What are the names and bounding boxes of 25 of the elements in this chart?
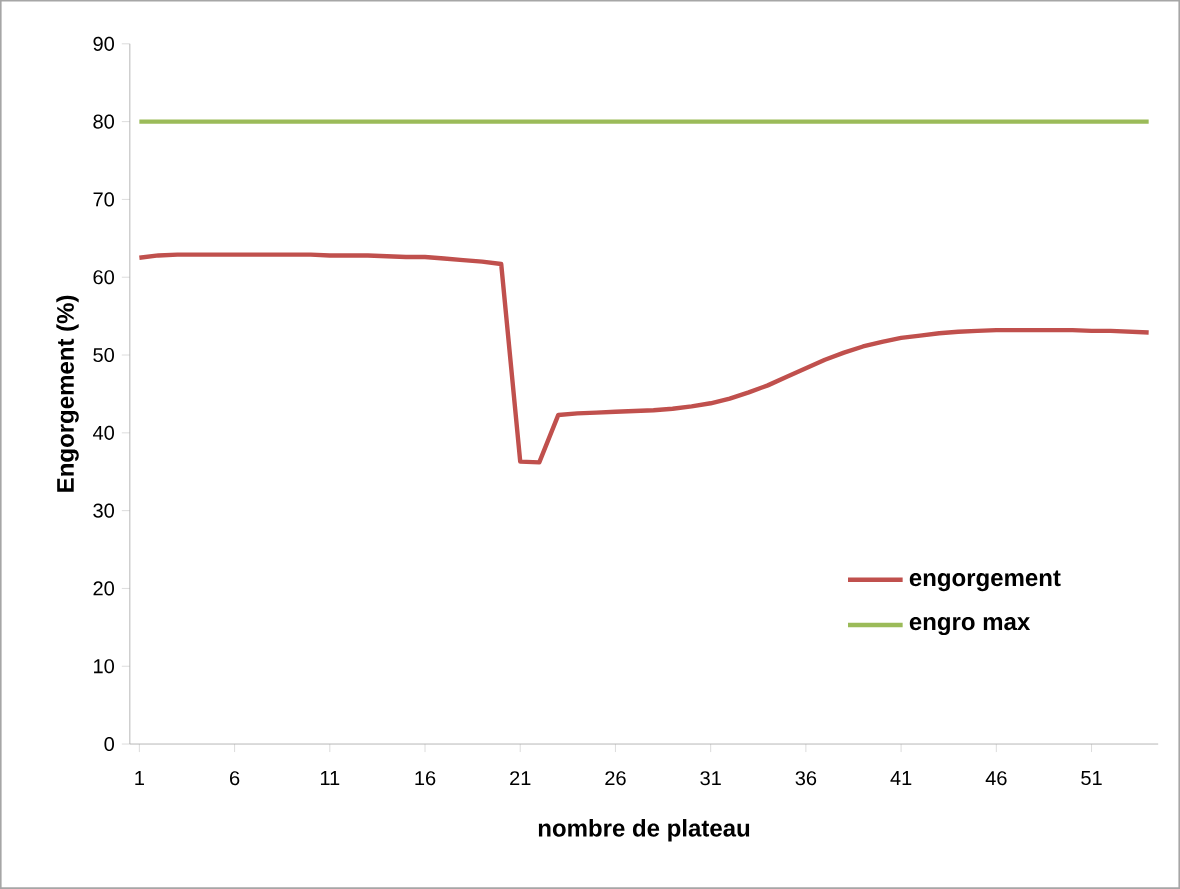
y-tick-label: 40	[92, 425, 114, 440]
x-tick-label: 6	[230, 771, 240, 786]
legend-label: engorgement	[909, 570, 1061, 592]
legend-label: engro max	[909, 617, 1031, 636]
y-tick-label: 50	[93, 348, 114, 363]
y-tick-label: 80	[93, 114, 114, 129]
y-tick-label: 30	[93, 503, 114, 518]
x-tick-label: 41	[890, 771, 912, 785]
x-tick-label: 31	[700, 771, 721, 786]
x-tick-label: 36	[795, 771, 817, 786]
x-axis-title: nombre de plateau	[538, 819, 750, 842]
y-axis-title: Engorgement (%)	[56, 295, 79, 492]
x-tick-label: 51	[1081, 771, 1102, 786]
x-tick-label: 21	[510, 771, 531, 786]
y-tick-label: 90	[93, 36, 114, 51]
y-tick-label: 60	[93, 270, 114, 285]
y-tick-label: 70	[93, 192, 114, 207]
x-tick-label: 11	[320, 771, 340, 785]
x-tick-label: 26	[605, 771, 626, 786]
x-tick-label: 1	[135, 771, 144, 785]
x-tick-label: 46	[985, 771, 1007, 786]
y-tick-label: 0	[104, 737, 115, 752]
y-tick-label: 20	[93, 581, 114, 596]
x-tick-label: 16	[415, 771, 436, 786]
y-tick-label: 10	[94, 659, 114, 674]
